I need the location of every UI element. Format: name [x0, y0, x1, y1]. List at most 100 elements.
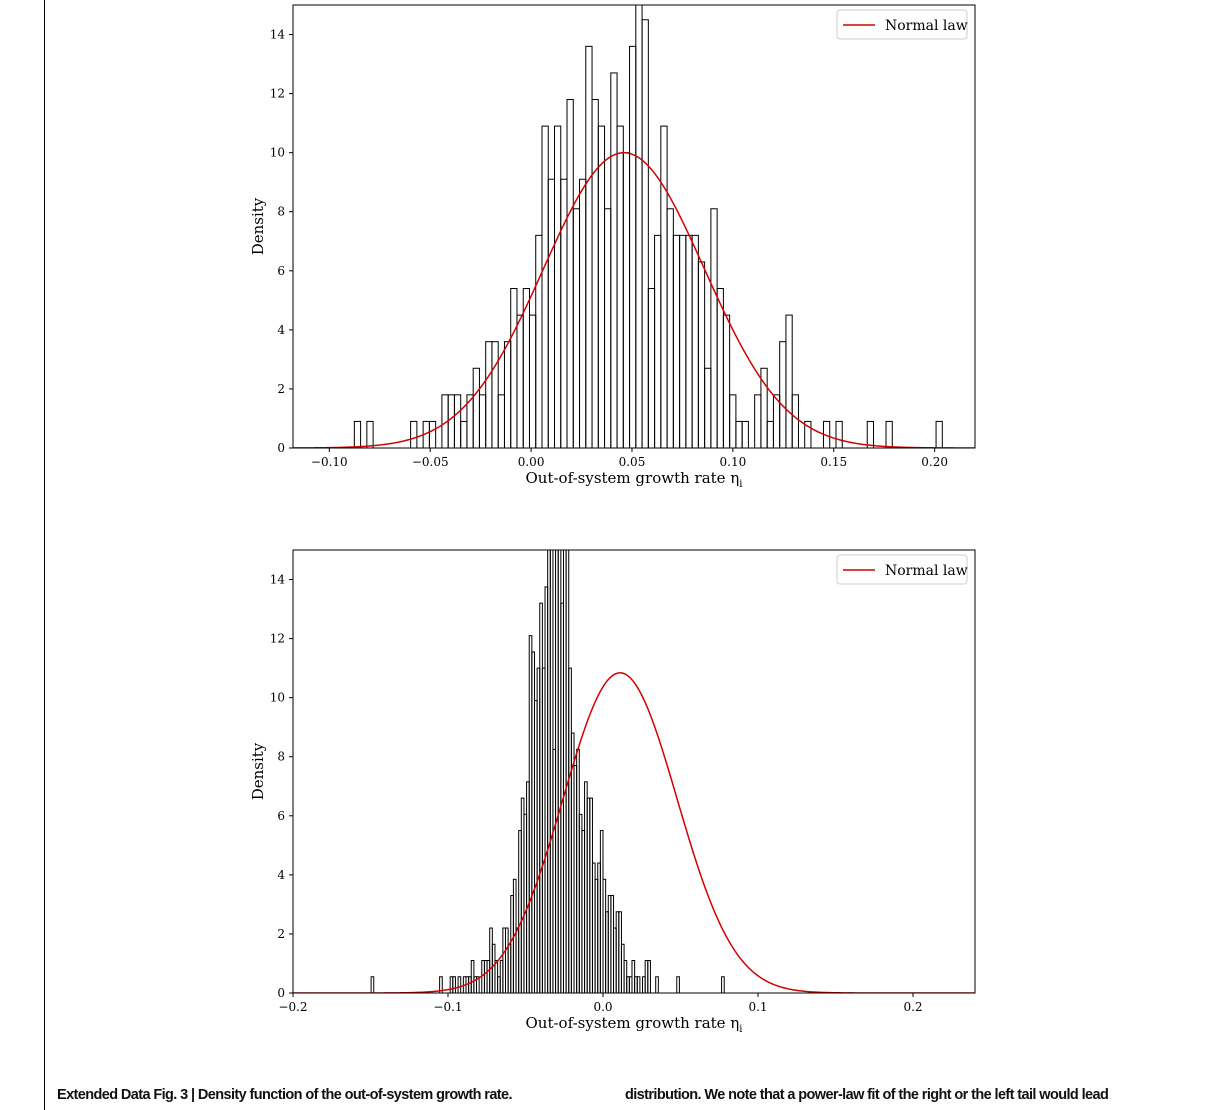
histogram-bin [535, 234, 543, 448]
histogram-bin [370, 976, 375, 993]
x-tick-label: 0.05 [619, 455, 646, 469]
histogram-bin [616, 125, 624, 448]
normal-law-curve [293, 151, 975, 448]
histogram-bin [410, 420, 418, 448]
histogram-bin [503, 341, 512, 448]
histogram-bin [629, 45, 637, 448]
histogram-bin [641, 19, 649, 448]
histogram-bin [772, 394, 781, 448]
histogram-bin [710, 208, 718, 448]
plot-frame [292, 4, 976, 449]
histogram-bin [460, 420, 468, 448]
histogram-bin [691, 234, 699, 448]
plot-frame [292, 549, 976, 994]
normal-law-curve [293, 672, 975, 993]
y-tick-label: 14 [270, 28, 286, 42]
legend-label: Normal law [885, 18, 968, 34]
histogram-bin [785, 314, 793, 448]
histogram-bin [566, 99, 574, 448]
histogram-bin [452, 976, 456, 993]
histogram-bin [885, 420, 893, 448]
histogram-bin [766, 420, 774, 448]
histogram-chart-bottom: 0 2 4 6 8 10 12 14 −0.2 −0.1 0.0 0.1 0.2 Out-of-syste… [249, 549, 976, 1035]
histogram-bin [779, 341, 787, 448]
histogram-bin [585, 45, 593, 448]
y-tick-label: 0 [277, 441, 285, 455]
histogram-bin [491, 341, 499, 448]
x-axis-label: Out-of-system growth rate ηi [525, 469, 742, 490]
y-tick-label: 4 [277, 323, 285, 337]
histogram-bin [622, 152, 631, 448]
x-tick-label: −0.1 [433, 1000, 462, 1014]
histogram-bin [579, 178, 587, 448]
histogram-bin [660, 125, 668, 448]
figure-caption-continuation: distribution. We note that a power-law f… [625, 1087, 1109, 1103]
page-margin-rule [44, 0, 45, 1110]
histogram-bin [676, 976, 680, 993]
histogram-bin [478, 394, 487, 448]
y-axis-label: Density [249, 197, 267, 255]
x-tick-label: −0.10 [311, 455, 348, 469]
x-axis-label: Out-of-system growth rate ηi [525, 1014, 742, 1035]
x-tick-label: 0.1 [748, 1000, 767, 1014]
histogram-bin [554, 125, 562, 448]
histogram-bars [353, 5, 943, 448]
histogram-bin [654, 234, 662, 448]
histogram-bin [485, 341, 493, 448]
histogram-bin [516, 314, 524, 448]
x-tick-label: 0.20 [921, 455, 948, 469]
y-tick-label: 8 [277, 750, 285, 764]
histogram-bin [760, 367, 768, 448]
x-tick-label: −0.05 [412, 455, 449, 469]
histogram-bin [541, 125, 549, 448]
histogram-bin [528, 314, 537, 448]
histogram-bin [835, 420, 843, 448]
histogram-bin [439, 976, 443, 993]
x-tick-label: 0.0 [593, 1000, 612, 1014]
histogram-bin [635, 5, 643, 448]
histogram-bin [549, 550, 554, 993]
histogram-bin [497, 394, 505, 448]
histogram-bin [685, 234, 693, 448]
x-tick-label: 0.15 [820, 455, 847, 469]
histogram-bin [366, 420, 374, 448]
x-tick-label: 0.10 [720, 455, 747, 469]
histogram-bin [647, 288, 656, 448]
x-tick-label: 0.00 [518, 455, 545, 469]
y-tick-label: 10 [270, 146, 285, 160]
histogram-bin [866, 420, 875, 448]
histogram-bin [476, 976, 480, 993]
x-axis-label-subscript: i [739, 479, 742, 490]
legend: Normal law [836, 9, 968, 40]
histogram-bin [591, 99, 599, 448]
histogram-bin [453, 394, 462, 448]
figure-caption: Extended Data Fig. 3 | Density function … [57, 1087, 513, 1103]
legend-box [836, 554, 968, 585]
histogram-bin [804, 420, 812, 448]
legend: Normal law [836, 554, 968, 585]
histogram-bin [510, 288, 518, 448]
x-tick-label: −0.2 [278, 1000, 307, 1014]
y-tick-label: 6 [277, 809, 285, 823]
histogram-bin [722, 314, 731, 448]
histogram-bin [791, 394, 799, 448]
legend-box [836, 9, 968, 40]
histogram-bin [721, 976, 725, 993]
histogram-bin [472, 367, 480, 448]
histogram-bin [636, 976, 641, 993]
y-tick-label: 2 [277, 927, 285, 941]
histogram-bin [935, 420, 943, 448]
histogram-bin [679, 234, 687, 448]
y-tick-label: 12 [270, 632, 285, 646]
histogram-bin [729, 394, 737, 448]
histogram-bin [716, 288, 724, 448]
histogram-bin [741, 420, 749, 448]
legend-label: Normal law [885, 563, 968, 579]
y-axis-label: Density [249, 742, 267, 800]
histogram-bin [457, 976, 462, 993]
y-tick-label: 6 [277, 264, 285, 278]
histogram-bin [572, 208, 581, 448]
histogram-bin [597, 125, 606, 448]
y-tick-label: 2 [277, 382, 285, 396]
histogram-bin [704, 367, 712, 448]
